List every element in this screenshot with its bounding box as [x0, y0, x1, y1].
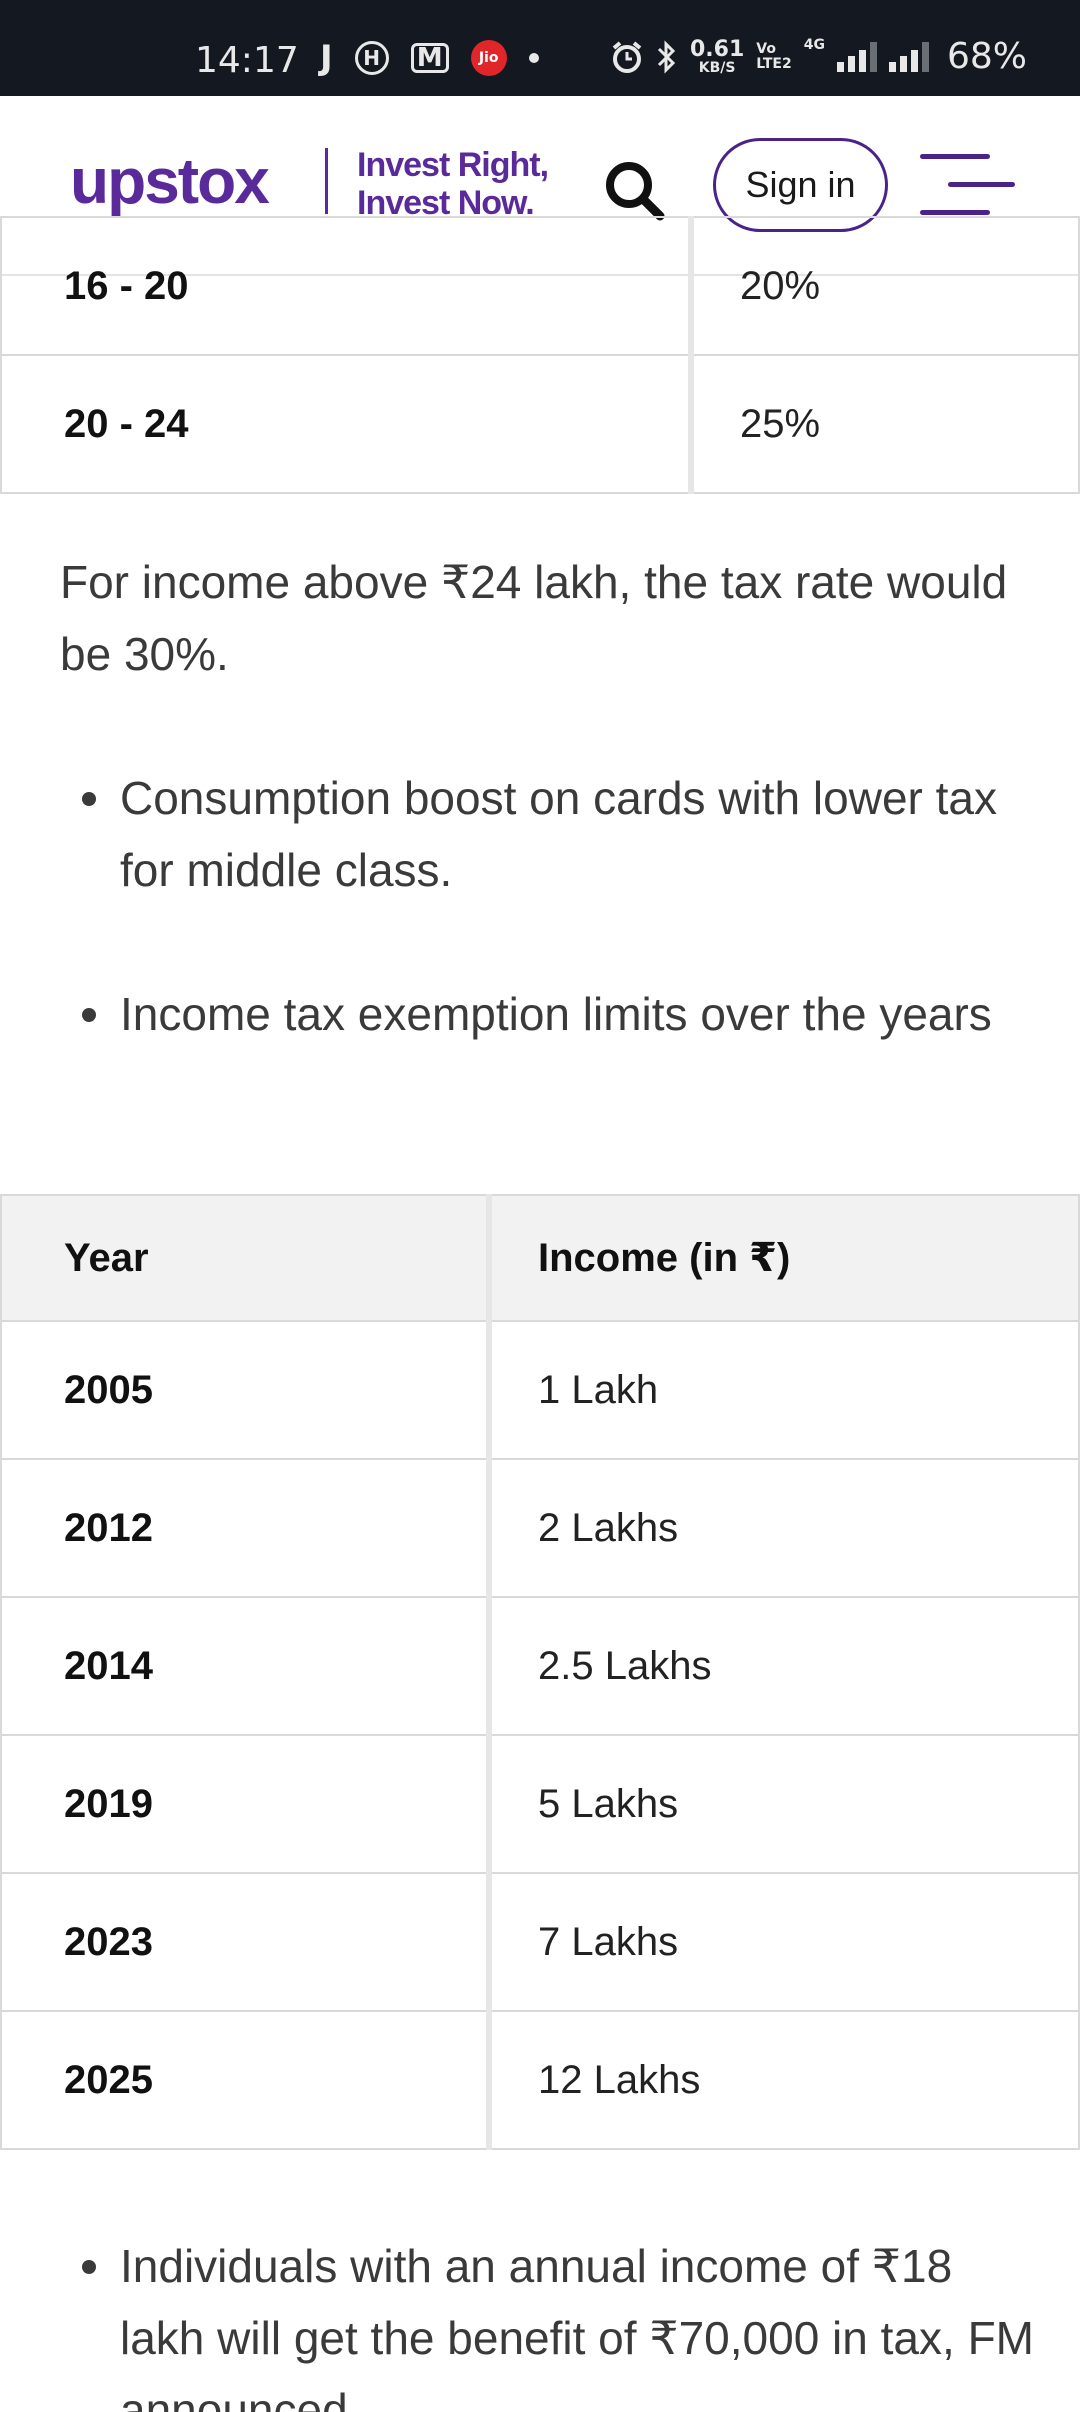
app-notification-icon: H	[354, 41, 389, 75]
tagline: Invest Right, Invest Now.	[357, 146, 549, 222]
signal-icon-sim2	[888, 41, 929, 72]
search-button[interactable]	[600, 156, 670, 226]
table-row: 16 - 20 20%	[0, 216, 1080, 356]
income-cell: 16 - 20	[0, 216, 692, 356]
notification-icons: J H M Jio	[320, 38, 539, 78]
income-cell: 20 - 24	[0, 354, 692, 494]
chart-app-icon: M	[410, 43, 449, 73]
battery-level: 68%	[946, 36, 1027, 77]
tax-slab-table: 16 - 20 20% 20 - 24 25%	[0, 216, 1080, 494]
alarm-icon	[612, 40, 642, 73]
clock: 14:17	[195, 40, 299, 81]
search-icon	[606, 162, 665, 221]
column-header-income: Income (in ₹)	[486, 1194, 1080, 1322]
rate-cell: 20%	[688, 216, 1080, 356]
income-cell: 12 Lakhs	[486, 2010, 1080, 2150]
list-item: Individuals with an annual income of ₹18…	[82, 2230, 1040, 2412]
j-app-icon: J	[320, 38, 333, 78]
table-row: 2014 2.5 Lakhs	[0, 1596, 1080, 1736]
exemption-limits-table: Year Income (in ₹) 2005 1 Lakh 2012 2 La…	[0, 1194, 1080, 2150]
list-item: Consumption boost on cards with lower ta…	[82, 762, 1040, 906]
system-icons: 0.61 KB/S Vo LTE2 4G 68%	[610, 36, 1027, 77]
table-row: 2025 12 Lakhs	[0, 2010, 1080, 2150]
jio-icon: Jio	[470, 40, 507, 76]
table-row: 2019 5 Lakhs	[0, 1734, 1080, 1874]
network-type-label: 4G	[803, 36, 825, 53]
table-row: 2023 7 Lakhs	[0, 1872, 1080, 2012]
status-bar: 14:17 J H M Jio 0.61 KB/S Vo LTE2 4G	[0, 0, 1080, 96]
table-row: 2005 1 Lakh	[0, 1320, 1080, 1460]
network-speed: 0.61 KB/S	[690, 36, 745, 76]
signal-icon-sim1	[836, 41, 877, 72]
rate-cell: 25%	[688, 354, 1080, 494]
upstox-logo[interactable]: upstox	[70, 145, 270, 217]
table-header-row: Year Income (in ₹)	[0, 1194, 1080, 1322]
year-cell: 2023	[0, 1872, 490, 2012]
income-cell: 5 Lakhs	[486, 1734, 1080, 1874]
paragraph: For income above ₹24 lakh, the tax rate …	[60, 556, 1008, 680]
year-cell: 2019	[0, 1734, 490, 1874]
logo-divider	[325, 148, 328, 214]
table-row: 20 - 24 25%	[0, 354, 1080, 494]
volte-icon: Vo LTE2	[756, 40, 792, 72]
bluetooth-icon	[657, 39, 676, 74]
income-cell: 2.5 Lakhs	[486, 1596, 1080, 1736]
year-cell: 2012	[0, 1458, 490, 1598]
income-cell: 1 Lakh	[486, 1320, 1080, 1460]
more-notifications-dot-icon	[528, 53, 539, 63]
year-cell: 2005	[0, 1320, 490, 1460]
income-cell: 7 Lakhs	[486, 1872, 1080, 2012]
year-cell: 2025	[0, 2010, 490, 2150]
list-item: Income tax exemption limits over the yea…	[82, 978, 1040, 1050]
year-cell: 2014	[0, 1596, 490, 1736]
income-cell: 2 Lakhs	[486, 1458, 1080, 1598]
table-row: 2012 2 Lakhs	[0, 1458, 1080, 1598]
column-header-year: Year	[0, 1194, 490, 1322]
hamburger-menu-icon[interactable]	[920, 154, 1015, 218]
